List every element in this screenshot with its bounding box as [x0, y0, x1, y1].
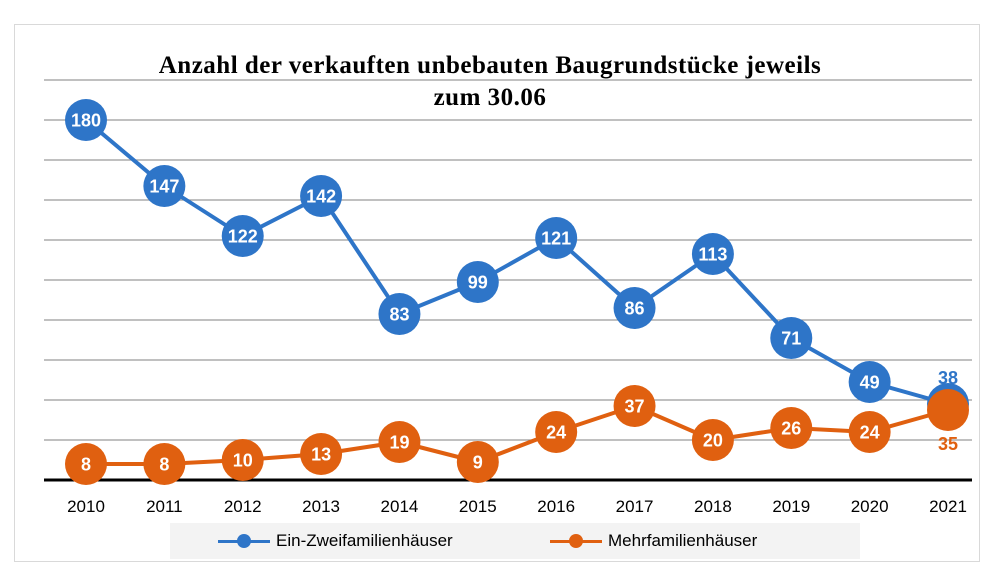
data-point: [535, 217, 578, 259]
x-tick-label: 2018: [694, 497, 732, 516]
data-label: 83: [389, 305, 409, 325]
data-point: [535, 411, 578, 453]
data-point: [143, 443, 186, 485]
data-labels-1: 8 8 10 13 19 9 24 37 20 26 24 35: [81, 397, 958, 475]
series-line: [84, 118, 949, 406]
x-tick-label: 2021: [929, 497, 967, 516]
x-tick-label: 2011: [146, 497, 183, 516]
data-label: 24: [860, 423, 880, 443]
data-point: [691, 233, 734, 275]
data-label: 26: [781, 419, 801, 439]
data-label: 122: [228, 227, 258, 247]
data-label: 121: [541, 229, 571, 249]
data-point: [770, 317, 813, 359]
x-tick-label: 2019: [772, 497, 810, 516]
data-label: 8: [159, 455, 169, 475]
data-point: [456, 261, 499, 303]
data-point: [378, 293, 421, 335]
data-label: 8: [81, 455, 91, 475]
x-tick-label: 2010: [67, 497, 105, 516]
data-point: [613, 385, 656, 427]
data-point: [378, 421, 421, 463]
data-label: 113: [698, 245, 727, 265]
legend-swatch-icon: [550, 534, 602, 548]
data-label: 10: [233, 451, 253, 471]
x-tick-label: 2013: [302, 497, 340, 516]
legend-entry-ein-zweifamilienhaeuser: Ein-Zweifamilienhäuser: [218, 527, 453, 555]
data-point: [848, 361, 891, 403]
chart-title: Anzahl der verkauften unbebauten Baugrun…: [158, 52, 822, 111]
data-point: [221, 439, 264, 481]
x-tick-label: 2012: [224, 497, 262, 516]
series-0: [65, 99, 969, 425]
data-point: [65, 443, 107, 485]
data-point: [143, 165, 186, 207]
data-label: 24: [546, 423, 566, 443]
data-label: 99: [468, 273, 488, 293]
data-label: 9: [473, 453, 483, 473]
data-point: [65, 99, 107, 141]
data-label: 142: [306, 187, 336, 207]
data-label: 19: [389, 433, 409, 453]
data-label: 49: [860, 373, 880, 393]
data-label: 37: [625, 397, 645, 417]
x-tick-label: 2016: [537, 497, 575, 516]
legend-label: Mehrfamilienhäuser: [608, 531, 758, 550]
data-point: [300, 175, 343, 217]
data-point: [927, 389, 969, 431]
x-axis-tick-labels: 2010 2011 2012 2013 2014 2015 2016 2017 2018 2019…: [67, 497, 967, 516]
data-point: [848, 411, 891, 453]
legend-label: Ein-Zweifamilienhäuser: [276, 531, 453, 550]
x-tick-label: 2015: [459, 497, 497, 516]
data-label: 180: [71, 111, 101, 131]
data-label: 71: [781, 329, 801, 349]
series-1: [65, 385, 969, 485]
data-point: [300, 433, 343, 475]
x-tick-label: 2017: [616, 497, 654, 516]
data-point: [221, 215, 264, 257]
x-tick-label: 2020: [851, 497, 889, 516]
data-labels-0: 180 147 122 142 83 99 121 86 113 71 49 38: [71, 111, 958, 393]
data-label: 20: [703, 431, 723, 451]
data-point: [456, 441, 499, 483]
data-point: [770, 407, 813, 449]
data-label: 86: [625, 299, 645, 319]
gridlines: [44, 79, 972, 482]
data-label: 147: [149, 177, 179, 197]
legend: [170, 523, 860, 559]
series-lines: 180 147 122 142 83 99 121 86 113 71 49 38 8 8 10 13 19 9 2…: [65, 99, 969, 485]
legend-entry-mehrfamilienhaeuser: Mehrfamilienhäuser: [550, 527, 757, 555]
x-tick-label: 2014: [381, 497, 419, 516]
data-label: 38: [938, 368, 958, 388]
series-line: [86, 404, 949, 466]
data-point: [613, 287, 656, 329]
data-label: 13: [311, 445, 331, 465]
data-point: [691, 419, 734, 461]
data-label: 35: [938, 434, 958, 454]
legend-swatch-icon: [218, 534, 270, 548]
